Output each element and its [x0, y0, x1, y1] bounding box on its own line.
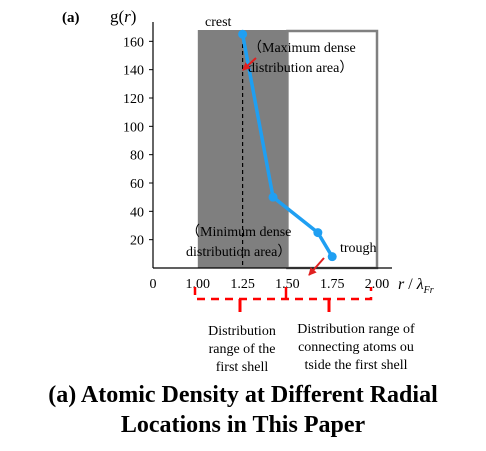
y-axis-label: g(r)	[110, 7, 136, 26]
svg-text:first shell: first shell	[216, 360, 269, 375]
svg-text:Distribution range of: Distribution range of	[297, 322, 415, 337]
crest-note-line1: （Maximum dense	[248, 40, 356, 56]
x-tick-label: 1.75	[320, 277, 345, 292]
trough-note-line1: （Minimum dense	[186, 224, 291, 240]
y-tick-label: 40	[130, 205, 144, 220]
y-tick-label: 140	[123, 64, 144, 79]
x-tick-label: 1.50	[275, 277, 300, 292]
data-point	[238, 29, 248, 39]
crest-note-line2: distribution area）	[248, 60, 353, 76]
svg-text:Distribution: Distribution	[208, 324, 276, 339]
density-curve	[240, 33, 334, 258]
trough-arrow	[308, 257, 325, 276]
y-tick-label: 100	[123, 120, 144, 135]
range-brackets	[193, 287, 373, 312]
y-tick-label: 160	[123, 35, 144, 50]
data-points	[238, 29, 337, 262]
svg-text:range of the: range of the	[209, 342, 276, 357]
x-tick-label: 1.00	[186, 277, 211, 292]
data-point	[313, 228, 323, 238]
caption-line-1: (a) Atomic Density at Different Radial	[48, 382, 438, 408]
first-shell-range-text: Distribution range of the first shell	[208, 324, 276, 375]
x-tick-label: 1.25	[230, 277, 255, 292]
crest-label: crest	[205, 15, 232, 30]
svg-text:tside the first shell: tside the first shell	[304, 358, 407, 373]
y-tick-label: 120	[123, 92, 144, 107]
x-axis-label: r / λFr	[398, 276, 434, 296]
x-tick-label: 0	[150, 277, 157, 292]
range-bracket-line	[193, 287, 373, 301]
x-tick-label: 2.00	[365, 277, 390, 292]
data-point	[268, 192, 278, 202]
y-tick-label: 60	[130, 177, 144, 192]
panel-label: (a)	[62, 10, 80, 26]
crest-arrow	[242, 57, 257, 71]
y-tick-label: 20	[130, 234, 144, 249]
y-tick-label: 80	[130, 149, 144, 164]
outer-shell-range-text: Distribution range of connecting atoms o…	[297, 322, 415, 373]
x-axis-ticks: 0 1.00 1.25 1.50 1.75 2.00	[150, 277, 390, 292]
trough-note-line2: distribution area）	[186, 244, 291, 260]
svg-text:connecting atoms ou: connecting atoms ou	[298, 340, 414, 355]
data-point	[327, 252, 337, 262]
y-axis-ticks: 20 40 60 80 100 120 140 160	[123, 35, 153, 249]
caption-line-2: Locations in This Paper	[120, 412, 366, 438]
trough-label: trough	[340, 241, 377, 256]
